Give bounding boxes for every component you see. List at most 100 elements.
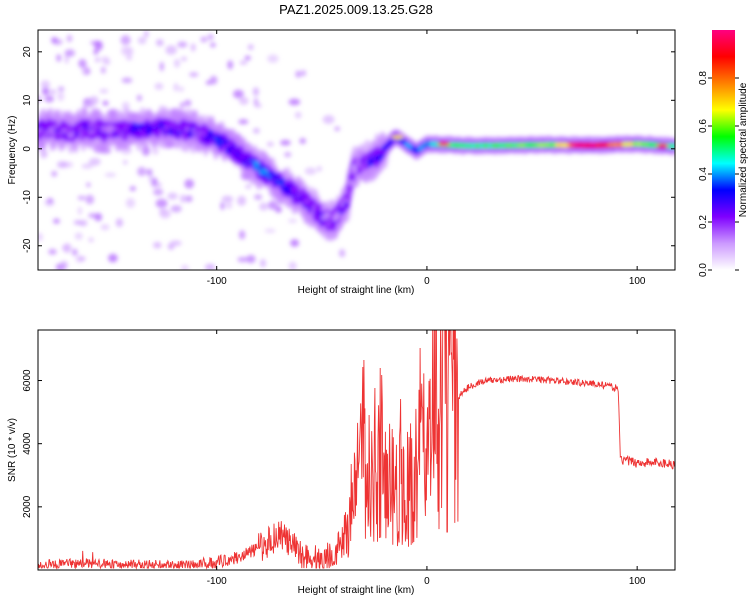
noise-blob [237, 195, 247, 206]
noise-blob [49, 89, 56, 95]
noise-blob [205, 80, 212, 85]
noise-blob [322, 115, 335, 124]
noise-blob [259, 202, 269, 211]
snr-x-label: Height of straight line (km) [298, 585, 415, 596]
noise-blob [48, 248, 57, 255]
noise-blob [73, 220, 82, 225]
noise-blob [121, 77, 133, 84]
noise-blob [89, 157, 101, 166]
noise-blob [177, 41, 188, 48]
noise-blob [103, 59, 111, 66]
x-tick-label: 100 [629, 576, 646, 587]
noise-blob [153, 188, 164, 196]
noise-blob [100, 66, 106, 74]
y-tick-label: 20 [22, 46, 33, 58]
snr-x-ticks: -100 0 100 [207, 330, 646, 587]
y-tick-label: 6000 [22, 369, 33, 392]
noise-blob [295, 70, 302, 78]
snr-series-line [38, 330, 675, 570]
noise-blob [57, 86, 65, 92]
spectrogram-y-label: Frequency (Hz) [7, 116, 18, 185]
noise-blob [66, 34, 73, 43]
snr-background [38, 330, 675, 570]
noise-blob [129, 186, 136, 192]
noise-blob [126, 46, 134, 57]
ridge-core [208, 129, 213, 136]
ridge-hotspot [437, 141, 450, 146]
noise-blob [72, 248, 78, 256]
noise-blob [179, 102, 185, 109]
noise-blob [200, 36, 208, 43]
noise-blob [146, 168, 153, 176]
noise-blob [115, 218, 123, 228]
ridge-core [235, 146, 241, 153]
y-tick-label: 0 [22, 146, 33, 152]
noise-blob [57, 161, 68, 169]
noise-blob [184, 99, 192, 107]
noise-blob [126, 55, 133, 61]
noise-blob [85, 194, 95, 205]
noise-blob [221, 195, 234, 202]
y-tick-label: -20 [22, 238, 33, 253]
noise-blob [184, 179, 195, 189]
ridge-core [360, 164, 366, 171]
noise-blob [280, 139, 291, 146]
noise-blob [233, 89, 244, 99]
ridge-core [38, 123, 44, 129]
noise-blob [57, 91, 65, 102]
noise-blob [338, 249, 346, 258]
noise-blob [245, 184, 252, 189]
noise-blob [78, 256, 86, 261]
noise-blob [180, 194, 186, 203]
noise-blob [168, 245, 174, 250]
x-tick-label: -100 [207, 276, 227, 287]
y-tick-label: 4000 [22, 432, 33, 455]
noise-blob [153, 241, 162, 249]
spectrogram-x-ticks: -100 0 100 [207, 30, 646, 287]
noise-blob [299, 138, 307, 144]
noise-blob [220, 201, 225, 211]
ridge-hotspot [391, 135, 404, 140]
noise-blob [123, 160, 128, 165]
noise-blob [89, 96, 99, 106]
noise-blob [334, 126, 341, 131]
colorbar-tick-label: 0.2 [698, 215, 709, 229]
noise-blob [204, 263, 216, 270]
figure-title: PAZ1.2025.009.13.25.G28 [279, 2, 433, 17]
noise-blob [62, 243, 72, 253]
noise-blob [238, 119, 249, 125]
noise-blob [252, 87, 259, 96]
noise-blob [99, 89, 109, 94]
ridge-core [283, 180, 289, 187]
noise-blob [159, 209, 171, 219]
colorbar-tick-label: 0.8 [698, 71, 709, 85]
noise-blob [225, 201, 233, 209]
noise-blob [294, 111, 302, 119]
colorbar-label: Normalized spectral amplitude [738, 82, 749, 217]
spectrogram-frame [37, 29, 676, 271]
noise-blob [180, 264, 189, 270]
noise-blob [121, 101, 130, 112]
noise-blob [74, 232, 83, 240]
noise-blob [47, 198, 53, 204]
noise-blob [102, 100, 109, 106]
ridge-core [323, 219, 329, 226]
spectrogram-marks [38, 30, 675, 270]
noise-blob [207, 34, 214, 41]
colorbar-scale [712, 30, 735, 270]
noise-blob [169, 240, 182, 246]
ridge-core [287, 183, 293, 190]
ridge-core [369, 158, 375, 165]
noise-blob [137, 36, 147, 45]
noise-blob [288, 218, 298, 223]
noise-blob [93, 49, 99, 55]
noise-blob [275, 206, 282, 213]
colorbar-tick-label: 0.6 [698, 119, 709, 133]
noise-blob [60, 260, 68, 270]
noise-blob [247, 44, 254, 51]
ridge-core [672, 144, 675, 149]
noise-blob [178, 86, 184, 92]
noise-blob [239, 60, 248, 65]
colorbar: 0.0 0.2 0.4 0.6 0.8 Normalized spectral ampl… [698, 30, 749, 277]
